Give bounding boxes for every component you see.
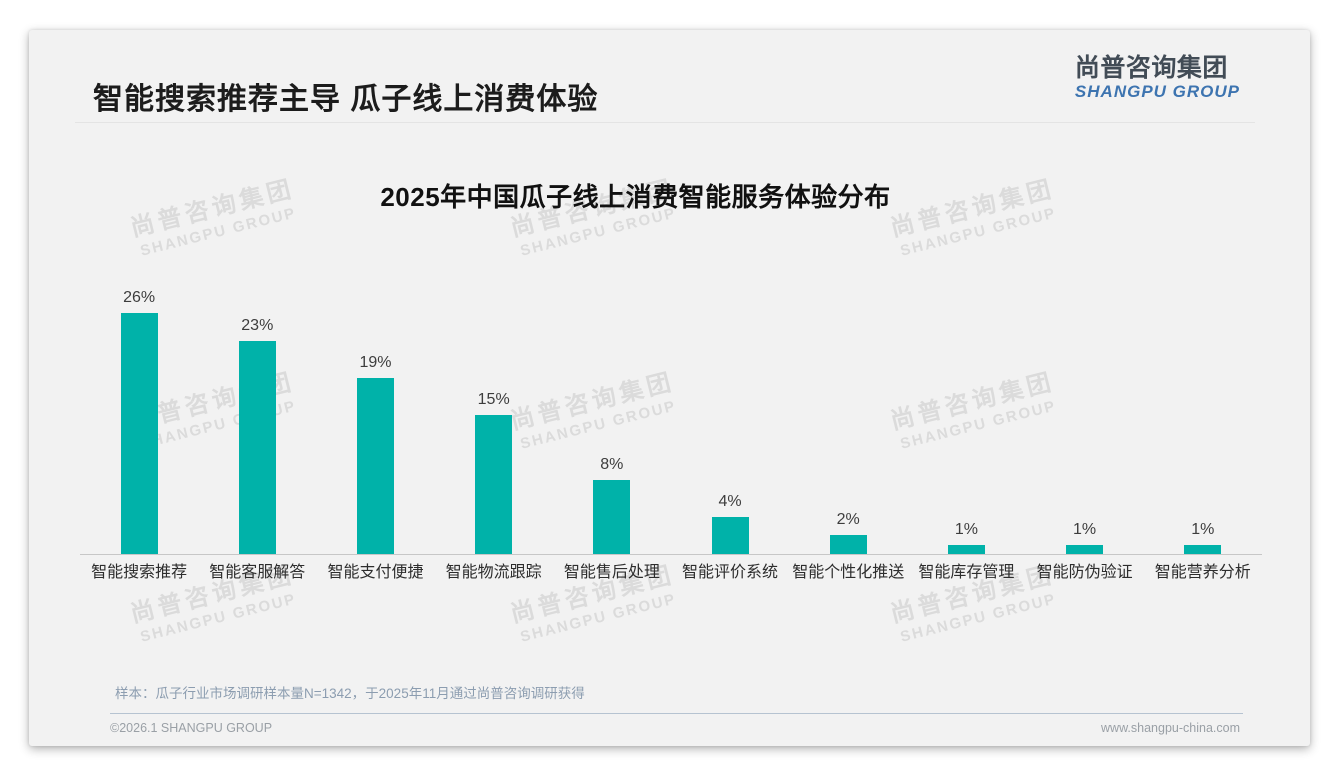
bar [593, 480, 631, 554]
bar-value-label: 26% [123, 289, 156, 306]
bar-category-label: 智能防伪验证 [1036, 564, 1133, 581]
bar-value-label: 23% [241, 317, 274, 334]
bar-category-label: 智能售后处理 [563, 564, 660, 581]
bar-value-label: 19% [359, 354, 392, 371]
bar [711, 517, 749, 554]
bar-category-label: 智能物流跟踪 [445, 564, 542, 581]
bars-row: 26% 23% 19% 15% 8% 4% 2% 1% 1% 1% [80, 254, 1262, 554]
title-divider [75, 122, 1255, 123]
watermark-english-text: SHANGPU GROUP [518, 590, 679, 646]
bar [1066, 545, 1104, 554]
bar-value-label: 1% [954, 521, 978, 538]
bar-column: 2% [789, 254, 907, 554]
bar-category-label: 智能支付便捷 [327, 564, 424, 581]
bar-category-label: 智能搜索推荐 [91, 564, 188, 581]
bar [356, 378, 394, 554]
company-logo: 尚普咨询集团 SHANGPU GROUP [1075, 54, 1240, 101]
bar-category-label: 智能评价系统 [682, 564, 779, 581]
bar-column: 23% [198, 254, 316, 554]
slide-card: 尚普咨询集团 SHANGPU GROUP 尚普咨询集团 SHANGPU GROUP 尚普… [29, 30, 1310, 746]
chart-title: 2025年中国瓜子线上消费智能服务体验分布 [380, 182, 891, 212]
bar-column: 8% [553, 254, 671, 554]
bar-category-label: 智能个性化推送 [792, 564, 905, 581]
website-text: www.shangpu-china.com [1101, 721, 1240, 735]
watermark-english-text: SHANGPU GROUP [898, 590, 1059, 646]
bar [475, 415, 513, 554]
bar-column: 15% [435, 254, 553, 554]
logo-chinese-text: 尚普咨询集团 [1074, 54, 1228, 82]
bar-column: 19% [316, 254, 434, 554]
bar-value-label: 4% [718, 493, 742, 510]
bar-value-label: 8% [600, 456, 624, 473]
bar-value-label: 1% [1073, 521, 1097, 538]
watermark-english-text: SHANGPU GROUP [138, 590, 299, 646]
bar [829, 535, 867, 554]
bar [947, 545, 985, 554]
categories-row: 智能搜索推荐 智能客服解答 智能支付便捷 智能物流跟踪 智能售后处理 智能评价系统 智能个性… [80, 563, 1262, 583]
bar [238, 341, 276, 554]
bar-column: 1% [1026, 254, 1144, 554]
bar-value-label: 2% [836, 511, 860, 528]
bar-column: 1% [907, 254, 1025, 554]
bar-category-label: 智能客服解答 [209, 564, 306, 581]
footer-divider [110, 713, 1243, 714]
bar-category-label: 智能营养分析 [1154, 564, 1251, 581]
sample-footnote: 样本：瓜子行业市场调研样本量N=1342，于2025年11月通过尚普咨询调研获得 [115, 686, 585, 701]
bar-column: 4% [671, 254, 789, 554]
bar-column: 26% [80, 254, 198, 554]
bar-value-label: 1% [1191, 521, 1215, 538]
copyright-text: ©2026.1 SHANGPU GROUP [110, 721, 273, 735]
logo-english-text: SHANGPU GROUP [1074, 82, 1240, 101]
bar-value-label: 15% [477, 391, 510, 408]
bar [1184, 545, 1222, 554]
page-title: 智能搜索推荐主导 瓜子线上消费体验 [93, 83, 599, 116]
bar-column: 1% [1144, 254, 1262, 554]
x-axis-line [80, 554, 1262, 555]
bar-category-label: 智能库存管理 [918, 564, 1015, 581]
bar [120, 313, 158, 554]
